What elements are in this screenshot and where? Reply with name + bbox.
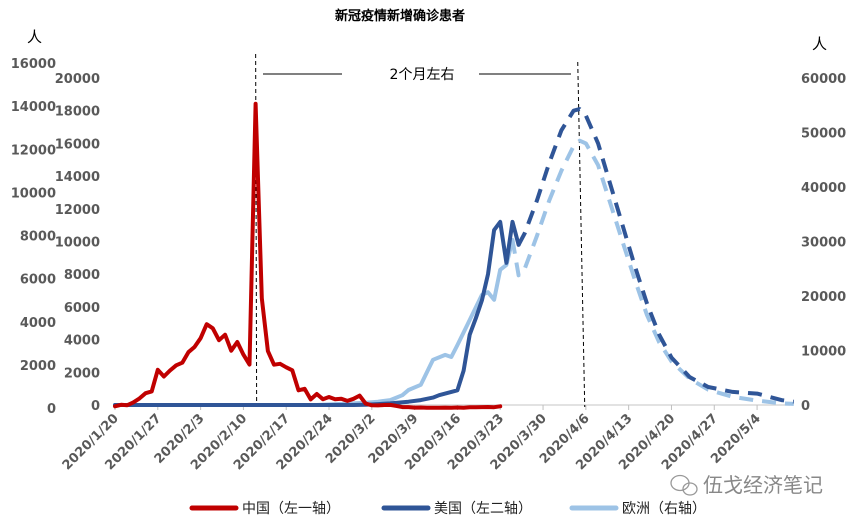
annotation: 2个月左右: [263, 67, 571, 83]
right-tick-label: 10000: [801, 345, 846, 360]
axes: 2020/1/202020/1/272020/2/32020/2/102020/…: [11, 53, 846, 473]
right-tick-label: 30000: [801, 236, 846, 251]
left1-tick-label: 12000: [11, 143, 56, 158]
left2-tick-label: 16000: [55, 137, 100, 152]
series-line-0: [113, 101, 503, 410]
left2-tick-label: 10000: [55, 236, 100, 251]
wechat-icon: [670, 474, 698, 496]
chart-title: 新冠疫情新增确诊患者: [335, 8, 465, 24]
watermark: 伍戈经济笔记: [670, 473, 823, 497]
series-lines: [113, 101, 795, 410]
left2-tick-label: 6000: [64, 301, 100, 316]
series-line-4: [510, 138, 794, 406]
annotation-text: 2个月左右: [390, 67, 455, 83]
left1-tick-label: 6000: [20, 273, 56, 288]
left2-tick-label: 18000: [55, 105, 100, 120]
left1-tick-label: 8000: [20, 230, 56, 245]
left1-tick-label: 16000: [11, 57, 56, 72]
right-tick-label: 20000: [801, 290, 846, 305]
left2-tick-label: 8000: [64, 268, 100, 283]
left2-tick-label: 2000: [64, 366, 100, 381]
left1-tick-label: 4000: [20, 316, 56, 331]
left1-tick-label: 2000: [20, 359, 56, 374]
series-line-1: [113, 219, 521, 407]
left2-tick-label: 4000: [64, 334, 100, 349]
right-tick-label: 40000: [801, 181, 846, 196]
vertical-marker-line: [577, 61, 586, 408]
left2-tick-label: 12000: [55, 203, 100, 218]
series-line-2: [516, 107, 795, 404]
left1-tick-label: 0: [47, 402, 56, 417]
left2-tick-label: 0: [91, 399, 100, 414]
left-axis-unit: 人: [27, 28, 42, 46]
right-tick-label: 60000: [801, 72, 846, 87]
legend-label: 美国（左二轴）: [434, 501, 532, 517]
legend-label: 中国（左一轴）: [242, 501, 340, 517]
left2-tick-label: 20000: [55, 72, 100, 87]
right-tick-label: 50000: [801, 127, 846, 142]
left2-tick-label: 14000: [55, 170, 100, 185]
series-line-3: [113, 237, 515, 407]
left1-tick-label: 10000: [11, 186, 56, 201]
legend-label: 欧洲（右轴）: [622, 501, 706, 517]
right-axis-unit: 人: [812, 35, 827, 53]
legend: 中国（左一轴） 美国（左二轴） 欧洲（右轴）: [189, 501, 706, 517]
right-tick-label: 0: [801, 399, 810, 414]
watermark-text: 伍戈经济笔记: [703, 473, 823, 497]
left1-tick-label: 14000: [11, 100, 56, 115]
